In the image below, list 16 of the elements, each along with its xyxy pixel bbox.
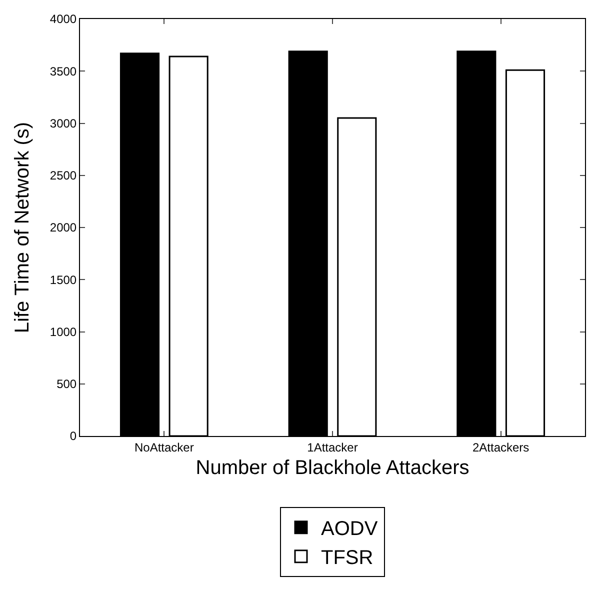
x-tick-label: NoAttacker — [134, 440, 194, 454]
y-tick-label: 4000 — [50, 12, 77, 26]
y-tick-label: 3000 — [50, 116, 77, 130]
y-tick-label: 0 — [70, 429, 77, 444]
y-tick-label: 2500 — [50, 168, 77, 183]
legend-label: TFSR — [321, 547, 374, 570]
y-tick-label: 2000 — [50, 220, 77, 235]
y-tick-label: 1000 — [50, 324, 77, 339]
y-axis-title: Life Time of Network (s) — [11, 122, 34, 334]
y-tick-label: 1500 — [50, 272, 77, 287]
y-tick-label: 3500 — [50, 64, 77, 78]
x-axis-title: Number of Blackhole Attackers — [196, 456, 470, 479]
x-tick-label: 1Attacker — [307, 440, 358, 454]
x-tick-label: 2Attackers — [472, 440, 530, 454]
y-tick-label: 500 — [56, 377, 77, 392]
legend-label: AODV — [321, 518, 378, 540]
